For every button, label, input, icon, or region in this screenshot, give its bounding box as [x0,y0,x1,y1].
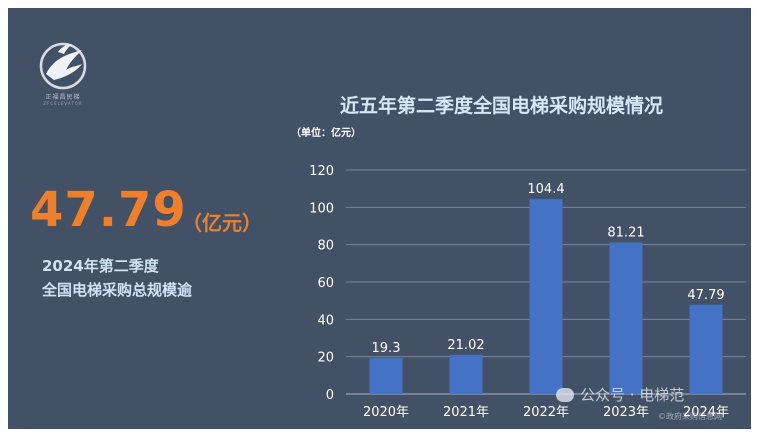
bar [529,199,563,394]
highlight-desc-line2: 全国电梯采购总规模逾 [42,281,193,299]
watermark-secondary: ©政府采购信息网 [658,412,722,421]
highlight-value: 47.79 [30,182,187,238]
x-tick-label: 2020年 [363,405,409,420]
chart-unit-label: （单位：亿元） [291,128,361,139]
data-label: 19.3 [372,341,401,356]
y-tick-label: 40 [317,313,334,328]
y-tick-label: 20 [317,351,334,366]
chart-title: 近五年第二季度全国电梯采购规模情况 [340,95,664,117]
highlight-unit: （亿元） [182,211,262,235]
data-label: 81.21 [607,225,644,240]
x-tick-label: 2023年 [603,405,649,420]
brand-subtitle: ZFCELEVATOR [43,101,83,106]
infographic-card: 正福昌民梯 ZFCELEVATOR 47.79 （亿元） 2024年第二季度 全… [8,8,751,429]
bar [609,242,643,394]
brand-name: 正福昌民梯 [45,94,81,101]
watermark-text: 公众号 · 电梯范 [580,386,685,404]
highlight-desc-line1: 2024年第二季度 [42,257,159,275]
bar [449,354,483,394]
y-tick-label: 100 [309,201,334,216]
watermark: 公众号 · 电梯范 [556,388,684,403]
bar-chart: 0 20 40 60 80 100 120 19.3 2020年 21.02 2021年 104.4 2… [309,164,746,420]
y-tick-label: 120 [309,164,334,179]
y-tick-label: 0 [326,388,334,403]
x-tick-label: 2022年 [523,405,569,420]
data-label: 21.02 [447,338,484,353]
data-label: 104.4 [527,182,564,197]
y-tick-label: 60 [317,276,334,291]
y-tick-label: 80 [317,239,334,254]
bar [369,357,403,394]
phoenix-logo-icon [39,42,87,90]
x-tick-label: 2021年 [443,405,489,420]
wechat-icon [556,388,574,402]
data-label: 47.79 [687,288,724,303]
bar [689,304,723,394]
x-tick-label: 2024年 [683,405,729,420]
